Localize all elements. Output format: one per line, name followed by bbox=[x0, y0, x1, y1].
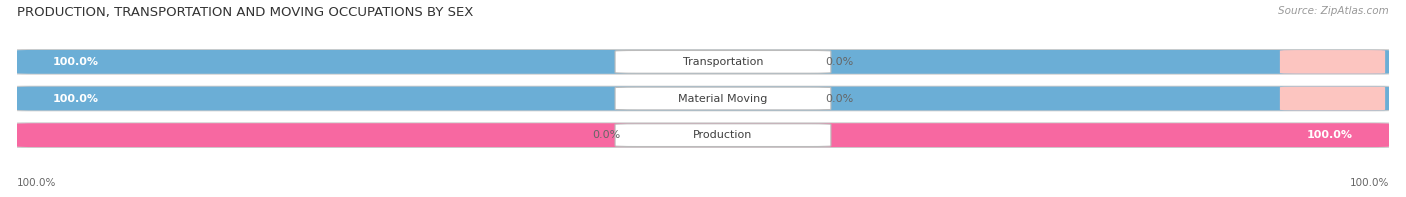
Text: PRODUCTION, TRANSPORTATION AND MOVING OCCUPATIONS BY SEX: PRODUCTION, TRANSPORTATION AND MOVING OC… bbox=[17, 6, 474, 19]
FancyBboxPatch shape bbox=[614, 50, 831, 73]
Text: 100.0%: 100.0% bbox=[1308, 130, 1353, 140]
FancyBboxPatch shape bbox=[17, 50, 1389, 74]
FancyBboxPatch shape bbox=[8, 123, 1398, 147]
Text: Transportation: Transportation bbox=[683, 57, 763, 67]
FancyBboxPatch shape bbox=[21, 123, 127, 147]
FancyBboxPatch shape bbox=[614, 124, 831, 147]
FancyBboxPatch shape bbox=[8, 50, 1398, 74]
Text: 0.0%: 0.0% bbox=[825, 94, 853, 103]
FancyBboxPatch shape bbox=[8, 86, 1398, 111]
Text: Source: ZipAtlas.com: Source: ZipAtlas.com bbox=[1278, 6, 1389, 16]
FancyBboxPatch shape bbox=[17, 87, 1389, 110]
Text: 100.0%: 100.0% bbox=[53, 94, 98, 103]
Text: Production: Production bbox=[693, 130, 752, 140]
FancyBboxPatch shape bbox=[1279, 87, 1385, 110]
Text: 100.0%: 100.0% bbox=[17, 178, 56, 188]
Text: 100.0%: 100.0% bbox=[53, 57, 98, 67]
FancyBboxPatch shape bbox=[614, 87, 831, 110]
Text: 100.0%: 100.0% bbox=[1350, 178, 1389, 188]
FancyBboxPatch shape bbox=[1279, 50, 1385, 74]
Text: 0.0%: 0.0% bbox=[592, 130, 620, 140]
Text: 0.0%: 0.0% bbox=[825, 57, 853, 67]
Text: Material Moving: Material Moving bbox=[678, 94, 768, 103]
FancyBboxPatch shape bbox=[17, 123, 1389, 147]
